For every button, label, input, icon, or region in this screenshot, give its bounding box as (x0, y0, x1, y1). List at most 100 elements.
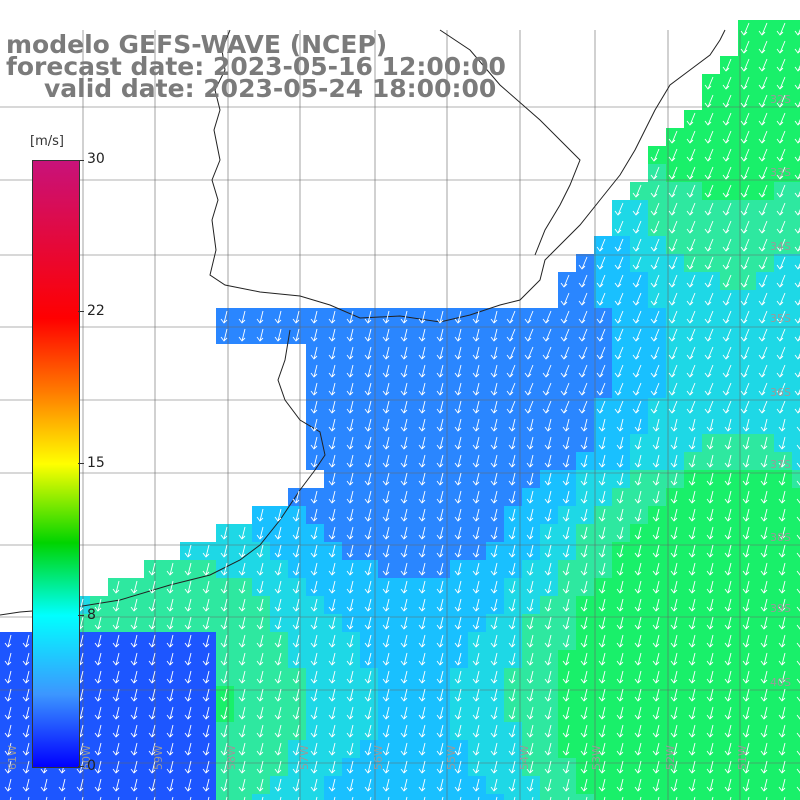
wind-arrow (526, 652, 534, 666)
wind-arrow (598, 472, 606, 486)
wind-arrow (560, 364, 570, 378)
wind-arrow (346, 454, 354, 468)
wind-cell (486, 416, 504, 434)
wind-arrow (364, 472, 372, 486)
wind-arrow (292, 310, 300, 324)
wind-arrow (472, 688, 480, 702)
wind-arrow (454, 742, 462, 756)
wind-cell (414, 452, 432, 470)
wind-arrow (346, 670, 354, 684)
wind-arrow (742, 544, 750, 558)
wind-cell (468, 488, 486, 506)
wind-arrow (274, 760, 282, 774)
wind-arrow (616, 724, 624, 738)
wind-arrow (778, 706, 786, 720)
wind-arrow (506, 346, 516, 360)
wind-arrow (706, 724, 714, 738)
wind-cell (738, 560, 756, 578)
wind-cell (774, 686, 792, 704)
wind-arrow (508, 724, 516, 738)
wind-cell (324, 596, 342, 614)
wind-cell (702, 704, 720, 722)
wind-arrow (598, 778, 606, 792)
wind-cell (324, 326, 342, 344)
wind-cell (432, 560, 450, 578)
wind-arrow (436, 598, 444, 612)
wind-arrow (274, 526, 282, 540)
wind-cell (792, 74, 800, 92)
wind-cell (234, 560, 252, 578)
wind-arrow (524, 346, 534, 360)
wind-cell (522, 488, 540, 506)
wind-arrow (526, 472, 534, 486)
wind-arrow (747, 796, 750, 800)
wind-cell (684, 596, 702, 614)
wind-cell (504, 794, 522, 800)
wind-cell (594, 596, 612, 614)
wind-cell (558, 506, 576, 524)
wind-cell (612, 236, 630, 254)
wind-cell (522, 380, 540, 398)
wind-arrow (220, 760, 228, 774)
wind-cell (180, 758, 198, 776)
wind-arrow (148, 616, 156, 630)
wind-arrow (562, 616, 570, 630)
wind-cell (342, 326, 360, 344)
wind-cell (576, 362, 594, 380)
wind-arrow (130, 670, 138, 684)
wind-cell (450, 596, 468, 614)
wind-arrow (94, 652, 102, 666)
wind-cell (288, 524, 306, 542)
wind-arrow (400, 418, 408, 432)
longitude-label: 53W (590, 745, 603, 770)
wind-arrow (490, 724, 498, 738)
wind-cell (630, 344, 648, 362)
wind-cell (630, 794, 648, 800)
wind-cell (540, 416, 558, 434)
wind-arrow (364, 490, 372, 504)
wind-cell (360, 794, 378, 800)
wind-cell (540, 650, 558, 668)
wind-arrow (202, 616, 210, 630)
wind-arrow (418, 616, 426, 630)
wind-cell (558, 326, 576, 344)
wind-arrow (274, 742, 282, 756)
wind-arrow (490, 490, 498, 504)
wind-cell (180, 542, 198, 560)
wind-arrow (668, 220, 678, 234)
wind-arrow (652, 670, 660, 684)
wind-cell (360, 740, 378, 758)
wind-arrow (688, 454, 696, 468)
wind-cell (414, 614, 432, 632)
wind-arrow (704, 148, 714, 162)
wind-cell (774, 704, 792, 722)
wind-arrow (364, 508, 372, 522)
wind-arrow (382, 562, 390, 576)
wind-arrow (794, 245, 800, 252)
wind-cell (666, 380, 684, 398)
wind-cell (576, 308, 594, 326)
wind-cell (702, 200, 720, 218)
wind-arrow (634, 418, 642, 432)
colorbar-tick-8: 8 (87, 607, 96, 623)
wind-arrow (508, 490, 516, 504)
wind-arrow (472, 670, 480, 684)
wind-arrow (382, 508, 390, 522)
wind-arrow (274, 544, 282, 558)
wind-cell (684, 308, 702, 326)
wind-cell (198, 740, 216, 758)
wind-arrow (238, 760, 246, 774)
wind-arrow (238, 670, 246, 684)
wind-cell (468, 614, 486, 632)
wind-arrow (256, 328, 264, 342)
wind-arrow (112, 706, 120, 720)
wind-arrow (22, 670, 30, 684)
wind-arrow (400, 616, 408, 630)
wind-arrow (796, 606, 800, 612)
wind-cell (450, 326, 468, 344)
wind-arrow (364, 544, 372, 558)
wind-cell (576, 506, 594, 524)
wind-arrow (688, 688, 696, 702)
wind-cell (360, 344, 378, 362)
wind-cell (756, 74, 774, 92)
